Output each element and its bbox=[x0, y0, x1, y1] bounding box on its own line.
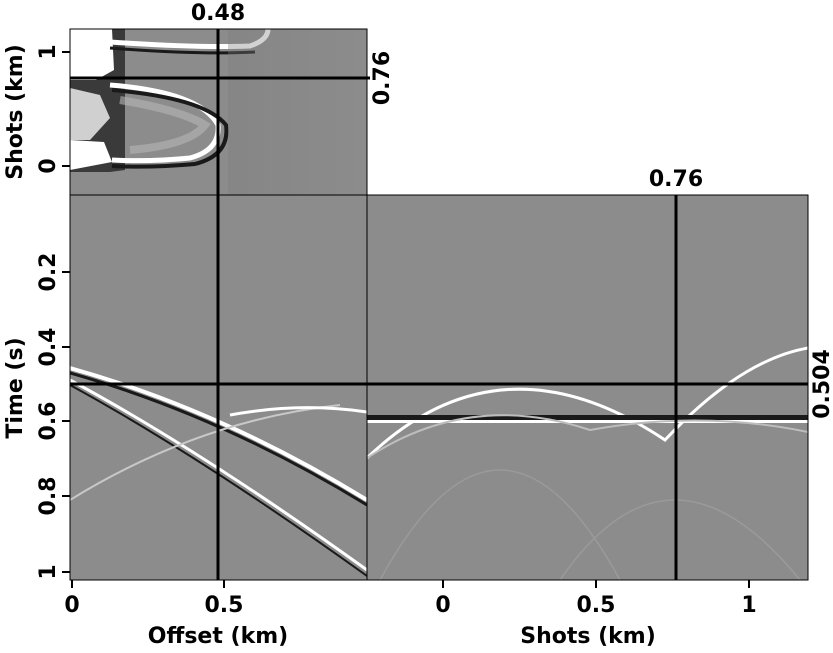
event-curve bbox=[109, 82, 221, 164]
panel-frame bbox=[366, 194, 809, 581]
event-curve bbox=[229, 406, 367, 417]
event-curve bbox=[70, 404, 341, 501]
axis-title-time: Time (s) bbox=[3, 337, 28, 438]
tick-label: 0.6 bbox=[36, 402, 61, 441]
tick-label: 1 bbox=[36, 564, 61, 579]
energy-block-mid bbox=[70, 88, 110, 140]
event-curve bbox=[119, 96, 211, 154]
event-curve bbox=[70, 378, 367, 572]
crosshair-shot-value: 0.76 bbox=[370, 51, 395, 105]
crosshair-offset-value: 0.48 bbox=[191, 1, 245, 26]
flat-event bbox=[367, 420, 808, 423]
crosshair-shots-value: 0.76 bbox=[649, 167, 703, 192]
tick-label: 1 bbox=[741, 593, 756, 618]
tick-label: 0 bbox=[36, 158, 61, 173]
tick-label: 0.2 bbox=[36, 253, 61, 292]
tick-label: 0.5 bbox=[577, 593, 616, 618]
energy-block-bright bbox=[70, 29, 114, 80]
tick-label: 0.8 bbox=[36, 477, 61, 516]
event-curve bbox=[367, 346, 808, 460]
event-curve bbox=[379, 469, 621, 580]
panel-time-shots bbox=[367, 195, 808, 580]
tick-label: 1 bbox=[36, 44, 61, 59]
axis-title-offset: Offset (km) bbox=[148, 624, 288, 649]
crosshair-time-value: 0.504 bbox=[810, 349, 833, 419]
event-curve bbox=[111, 88, 229, 169]
panel-background bbox=[367, 195, 808, 580]
tick-label: 0.4 bbox=[36, 328, 61, 367]
energy-block-bright-low bbox=[70, 140, 112, 170]
event-curve bbox=[367, 414, 808, 459]
shading bbox=[228, 29, 367, 195]
tick-label: 0.5 bbox=[205, 593, 244, 618]
flat-event bbox=[367, 415, 808, 420]
tick-label: 0 bbox=[435, 593, 450, 618]
tick-label: 0 bbox=[64, 593, 79, 618]
event-curve bbox=[70, 384, 367, 577]
tick-marks bbox=[62, 51, 750, 588]
axis-title-shots: Shots (km) bbox=[3, 44, 28, 180]
axis-title-shots-bottom: Shots (km) bbox=[520, 624, 656, 649]
